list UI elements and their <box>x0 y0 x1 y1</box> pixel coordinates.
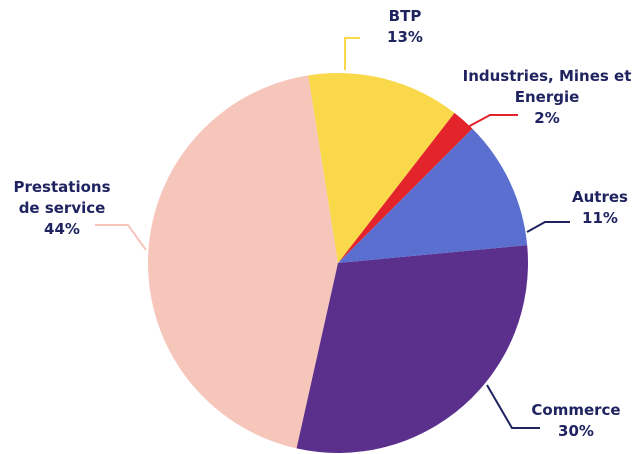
category-label: Industries, Mines et Energie <box>462 67 632 106</box>
leader-line <box>526 221 570 233</box>
label: Industries, Mines et Energie 2% <box>462 66 632 129</box>
category-label: Prestations de service <box>13 178 111 217</box>
label: Commerce 30% <box>520 400 632 442</box>
pie-slice <box>296 245 529 454</box>
label: BTP 13% <box>345 6 465 48</box>
pie-slice <box>147 75 338 449</box>
value-label: 30% <box>558 422 594 440</box>
category-label: Autres <box>572 188 628 206</box>
leader-line <box>344 37 360 70</box>
pie-slice <box>308 73 455 264</box>
label: Prestations de service 44% <box>2 177 122 240</box>
pie-slice <box>338 128 528 263</box>
leader-line <box>465 114 518 129</box>
value-label: 13% <box>387 28 423 46</box>
label: Autres 11% <box>560 187 637 229</box>
leader-line <box>486 384 540 429</box>
value-label: 11% <box>582 209 618 227</box>
category-label: BTP <box>388 7 422 25</box>
category-label: Commerce <box>531 401 621 419</box>
leader-line <box>95 224 147 251</box>
pie-slice <box>338 112 473 263</box>
value-label: 2% <box>534 109 560 127</box>
value-label: 44% <box>44 220 80 238</box>
